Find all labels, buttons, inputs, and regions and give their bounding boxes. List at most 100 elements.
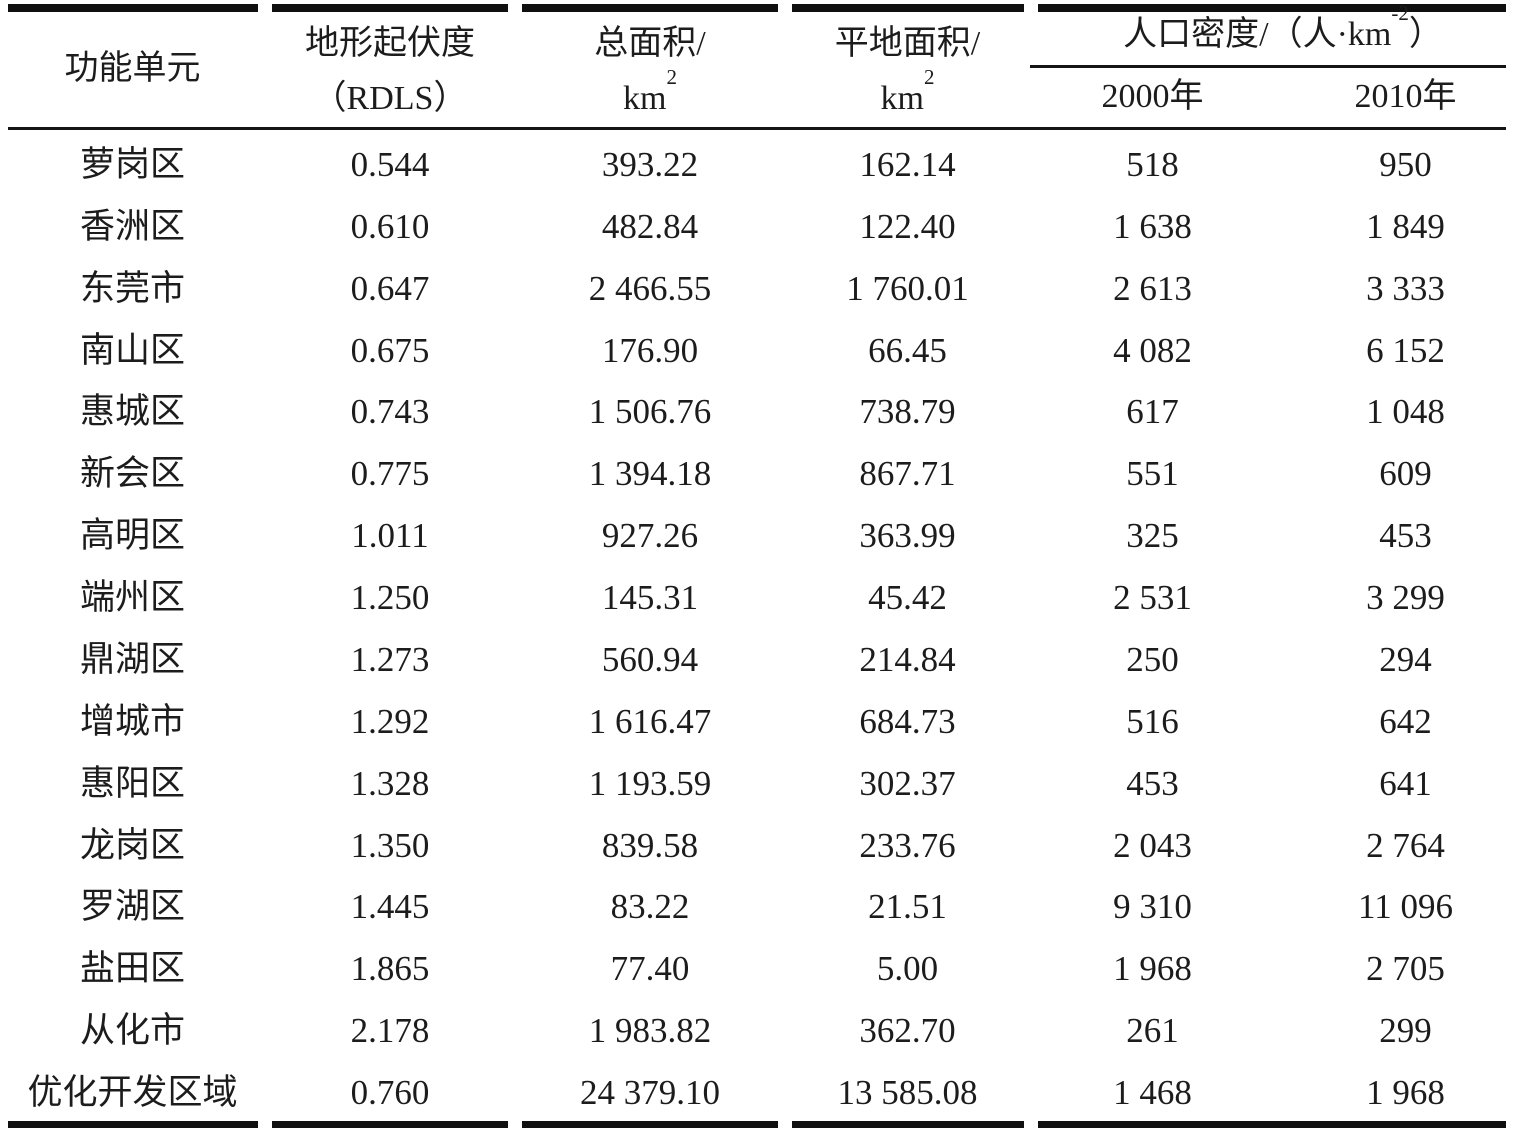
cell-flat-area: 363.99 <box>859 516 956 556</box>
cell-flat-area: 214.84 <box>859 639 956 679</box>
table-top-rule-segment <box>792 4 1024 12</box>
cell-flat-area: 362.70 <box>859 1011 956 1051</box>
cell-unit: 高明区 <box>79 516 185 556</box>
cell-rdls: 0.647 <box>350 268 430 308</box>
cell-total-area: 77.40 <box>610 949 690 989</box>
cell-unit: 新会区 <box>79 454 185 494</box>
column-header-rdls-line2: （RDLS） <box>312 80 468 117</box>
cell-total-area: 393.22 <box>601 144 699 184</box>
population-density-group-rule <box>1030 65 1506 68</box>
cell-pop-2010: 642 <box>1379 701 1432 741</box>
cell-total-area: 1 506.76 <box>588 392 712 432</box>
cell-pop-2000: 516 <box>1126 701 1179 741</box>
cell-pop-2010: 453 <box>1379 516 1432 556</box>
cell-rdls: 1.273 <box>350 639 430 679</box>
cell-pop-2000: 9 310 <box>1113 887 1192 927</box>
column-header-population-density: 人口密度/（人·km-2） <box>1030 2 1536 55</box>
population-density-label: 人口密度/（人·km <box>1123 16 1392 53</box>
cell-rdls: 1.865 <box>350 949 430 989</box>
cell-flat-area: 302.37 <box>859 763 956 803</box>
cell-unit: 从化市 <box>79 1011 185 1051</box>
column-header-flat-area: 平地面积/ <box>834 25 981 62</box>
cell-total-area: 176.90 <box>601 330 699 370</box>
cell-flat-area: 162.14 <box>859 144 956 184</box>
population-density-label-close: ） <box>1408 16 1443 53</box>
cell-unit: 优化开发区域 <box>27 1073 238 1113</box>
cell-flat-area: 13 585.08 <box>837 1073 978 1113</box>
cell-pop-2010: 2 705 <box>1366 949 1445 989</box>
cell-rdls: 0.743 <box>350 392 430 432</box>
cell-rdls: 1.250 <box>350 578 430 618</box>
table-row: 鼎湖区 1.273 560.94 214.84 250 294 <box>0 629 1536 691</box>
table-row: 从化市 2.178 1 983.82 362.70 261 299 <box>0 1000 1536 1062</box>
table-bottom-rule-segment <box>8 1121 258 1128</box>
cell-pop-2010: 1 968 <box>1366 1073 1445 1113</box>
cell-rdls: 2.178 <box>350 1011 430 1051</box>
cell-flat-area: 5.00 <box>876 949 939 989</box>
cell-rdls: 1.328 <box>350 763 430 803</box>
cell-rdls: 0.610 <box>350 206 430 246</box>
unit-superscript: 2 <box>923 64 935 89</box>
table-row: 增城市 1.292 1 616.47 684.73 516 642 <box>0 691 1536 753</box>
table-top-rule-segment <box>1038 4 1506 12</box>
cell-flat-area: 867.71 <box>859 454 956 494</box>
cell-pop-2000: 1 468 <box>1113 1073 1192 1113</box>
cell-unit: 惠城区 <box>79 392 185 432</box>
table-body: 萝岗区 0.544 393.22 162.14 518 950 香洲区 0.610 482.84… <box>0 134 1536 1124</box>
table-row: 高明区 1.011 927.26 363.99 325 453 <box>0 505 1536 567</box>
table-row: 龙岗区 1.350 839.58 233.76 2 043 2 764 <box>0 815 1536 877</box>
cell-unit: 惠阳区 <box>79 763 185 803</box>
table-row: 盐田区 1.865 77.40 5.00 1 968 2 705 <box>0 938 1536 1000</box>
cell-pop-2000: 4 082 <box>1113 330 1192 370</box>
cell-pop-2010: 2 764 <box>1366 825 1445 865</box>
cell-pop-2010: 294 <box>1379 639 1432 679</box>
table-bottom-rule-segment <box>1038 1121 1506 1128</box>
cell-total-area: 1 983.82 <box>588 1011 712 1051</box>
cell-pop-2010: 3 299 <box>1366 578 1445 618</box>
table-bottom-rule-segment <box>522 1121 778 1128</box>
cell-flat-area: 122.40 <box>859 206 956 246</box>
table-row: 香洲区 0.610 482.84 122.40 1 638 1 849 <box>0 196 1536 258</box>
cell-rdls: 1.350 <box>350 825 430 865</box>
cell-pop-2010: 6 152 <box>1366 330 1445 370</box>
cell-rdls: 1.292 <box>350 701 430 741</box>
cell-total-area: 927.26 <box>601 516 699 556</box>
cell-unit: 盐田区 <box>79 949 185 989</box>
cell-pop-2000: 518 <box>1126 144 1179 184</box>
cell-pop-2000: 453 <box>1126 763 1179 803</box>
column-header-total-area: 总面积/ <box>594 25 706 62</box>
table-top-rule-segment <box>272 4 508 12</box>
cell-unit: 增城市 <box>79 701 185 741</box>
cell-pop-2000: 1 968 <box>1113 949 1192 989</box>
table-bottom-rule-segment <box>792 1121 1024 1128</box>
table-header-rule <box>8 127 1506 130</box>
cell-total-area: 83.22 <box>610 887 690 927</box>
cell-unit: 萝岗区 <box>79 144 185 184</box>
column-header-year-2000: 2000年 <box>1101 78 1204 115</box>
unit-km: km <box>623 80 667 117</box>
cell-unit: 南山区 <box>79 330 185 370</box>
cell-rdls: 1.011 <box>351 516 429 556</box>
unit-superscript: 2 <box>666 64 677 89</box>
cell-pop-2000: 325 <box>1126 516 1179 556</box>
cell-unit: 鼎湖区 <box>79 639 185 679</box>
cell-total-area: 145.31 <box>601 578 699 618</box>
cell-pop-2000: 617 <box>1126 392 1179 432</box>
cell-pop-2010: 609 <box>1379 454 1432 494</box>
table-row: 南山区 0.675 176.90 66.45 4 082 6 152 <box>0 320 1536 382</box>
cell-pop-2000: 261 <box>1126 1011 1179 1051</box>
cell-total-area: 839.58 <box>601 825 699 865</box>
cell-flat-area: 45.42 <box>868 578 947 618</box>
column-header-flat-area-unit: km2 <box>785 66 1030 119</box>
cell-pop-2000: 2 531 <box>1113 578 1192 618</box>
cell-total-area: 24 379.10 <box>580 1073 720 1113</box>
cell-rdls: 0.544 <box>350 144 430 184</box>
column-header-rdls-line1: 地形起伏度 <box>305 25 475 62</box>
column-header-year-2010: 2010年 <box>1354 78 1457 115</box>
table-row: 新会区 0.775 1 394.18 867.71 551 609 <box>0 443 1536 505</box>
cell-flat-area: 66.45 <box>868 330 947 370</box>
cell-pop-2000: 2 043 <box>1113 825 1192 865</box>
cell-unit: 端州区 <box>79 578 185 618</box>
cell-rdls: 0.775 <box>350 454 430 494</box>
table-row: 优化开发区域 0.760 24 379.10 13 585.08 1 468 1 968 <box>0 1062 1536 1124</box>
